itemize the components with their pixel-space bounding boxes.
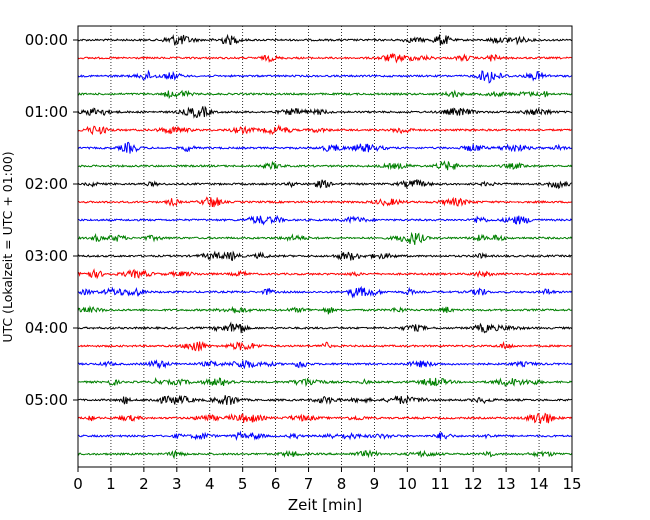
trace-0400 [77,321,572,334]
x-tick-label: 4 [205,475,215,493]
trace-0300 [77,250,572,262]
trace-0030 [77,69,572,84]
x-tick-label: 7 [304,475,314,493]
trace-0530 [77,430,572,442]
trace-0330 [77,285,572,299]
x-axis-ticks: 0 1 2 3 4 5 6 7 8 9 10 11 12 13 14 15 [73,467,582,493]
trace-0445 [77,377,572,387]
trace-0100 [77,105,572,119]
trace-0000 [77,33,572,46]
trace-0130 [77,141,572,154]
trace-0545 [77,449,573,460]
y-tick-label: 04:00 [25,319,68,337]
trace-0115 [77,124,572,136]
x-tick-label: 15 [562,475,581,493]
trace-0315 [77,268,572,280]
trace-0430 [77,359,572,370]
x-tick-label: 13 [497,475,516,493]
plot-area [78,26,572,467]
trace-0145 [77,160,573,171]
x-tick-label: 12 [464,475,483,493]
y-axis-ticks: 00:00 01:00 02:00 03:00 04:00 05:00 [25,31,78,409]
seismic-traces [77,33,573,460]
trace-0015 [77,52,572,64]
x-tick-label: 14 [530,475,549,493]
plot-frame [77,25,573,468]
trace-0200 [77,178,572,190]
x-tick-label: 6 [271,475,281,493]
y-tick-label: 03:00 [25,247,68,265]
y-tick-label: 05:00 [25,391,68,409]
trace-0500 [77,394,572,406]
x-axis-label: Zeit [min] [288,496,362,514]
trace-0230 [77,214,572,226]
x-tick-label: 10 [398,475,417,493]
y-axis-label: UTC (Lokalzeit = UTC + 01:00) [0,151,15,342]
trace-0245 [78,231,573,245]
trace-0515 [77,412,572,424]
x-tick-label: 2 [139,475,149,493]
trace-0215 [77,196,572,208]
x-tick-label: 9 [370,475,380,493]
x-tick-label: 5 [238,475,248,493]
trace-0345 [77,305,572,315]
x-tick-label: 11 [431,475,450,493]
trace-0415 [77,340,572,352]
y-tick-label: 00:00 [25,31,68,49]
x-tick-label: 3 [172,475,182,493]
trace-0045 [77,89,573,100]
y-tick-label: 02:00 [25,175,68,193]
y-tick-label: 01:00 [25,103,68,121]
x-tick-label: 8 [337,475,347,493]
x-tick-label: 1 [106,475,116,493]
x-tick-label: 0 [73,475,83,493]
